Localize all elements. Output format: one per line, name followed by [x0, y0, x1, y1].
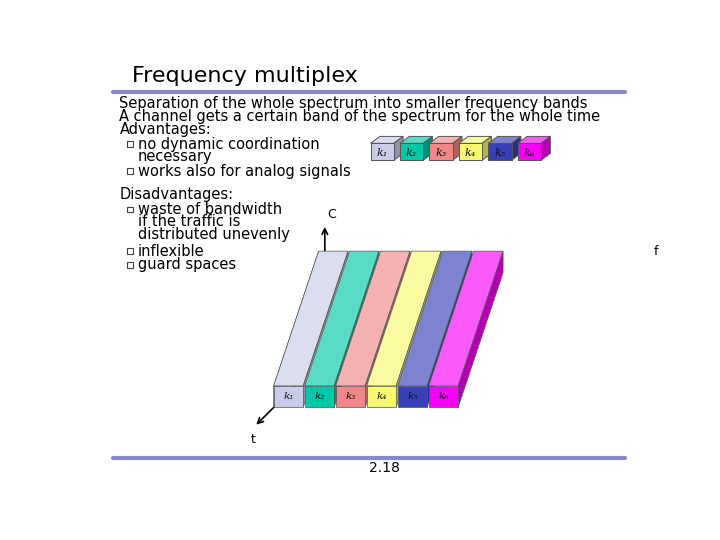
Polygon shape [397, 251, 472, 386]
Bar [127, 262, 132, 268]
Text: k₄: k₄ [377, 392, 387, 401]
Text: A channel gets a certain band of the spectrum for the whole time: A channel gets a certain band of the spe… [120, 109, 600, 124]
Text: k₆: k₆ [438, 392, 449, 401]
Text: k₂: k₂ [314, 392, 325, 401]
Polygon shape [488, 137, 521, 143]
Bar [127, 248, 132, 254]
Text: k₅: k₅ [408, 392, 418, 401]
Text: distributed unevenly: distributed unevenly [138, 227, 290, 242]
Polygon shape [366, 386, 396, 408]
Bar [127, 168, 132, 174]
Polygon shape [518, 137, 550, 143]
Polygon shape [397, 386, 427, 408]
Polygon shape [365, 251, 410, 408]
Text: t: t [251, 433, 255, 446]
Text: k₁: k₁ [377, 148, 388, 158]
Text: no dynamic coordination: no dynamic coordination [138, 137, 320, 152]
Polygon shape [459, 143, 482, 160]
Polygon shape [394, 137, 403, 160]
Polygon shape [427, 251, 472, 408]
Text: guard spaces: guard spaces [138, 258, 236, 273]
Polygon shape [428, 386, 458, 408]
Polygon shape [428, 251, 503, 386]
Bar [127, 141, 132, 147]
Text: f: f [654, 245, 658, 258]
Polygon shape [482, 137, 492, 160]
Polygon shape [274, 386, 303, 408]
Polygon shape [274, 251, 348, 386]
Text: inflexible: inflexible [138, 244, 204, 259]
Polygon shape [429, 143, 453, 160]
Text: Disadvantages:: Disadvantages: [120, 187, 233, 201]
Polygon shape [518, 143, 541, 160]
Text: Frequency multiplex: Frequency multiplex [132, 66, 358, 86]
Text: k₃: k₃ [345, 392, 356, 401]
Text: k₂: k₂ [406, 148, 418, 158]
Polygon shape [303, 251, 348, 408]
Text: k₃: k₃ [436, 148, 446, 158]
Polygon shape [274, 251, 319, 408]
Text: necessary: necessary [138, 149, 212, 164]
Polygon shape [423, 137, 433, 160]
Text: k₄: k₄ [465, 148, 476, 158]
Polygon shape [305, 386, 334, 408]
Polygon shape [305, 251, 379, 386]
Text: 2.18: 2.18 [369, 461, 400, 475]
Polygon shape [512, 137, 521, 160]
Polygon shape [366, 251, 441, 386]
Text: k₁: k₁ [283, 392, 294, 401]
Polygon shape [336, 251, 410, 386]
Text: works also for analog signals: works also for analog signals [138, 164, 351, 179]
Text: if the traffic is: if the traffic is [138, 214, 240, 230]
Polygon shape [429, 137, 462, 143]
Polygon shape [458, 251, 503, 408]
Polygon shape [400, 137, 433, 143]
Text: k₅: k₅ [495, 148, 505, 158]
Text: Advantages:: Advantages: [120, 122, 211, 137]
Polygon shape [371, 143, 394, 160]
Text: C: C [327, 208, 336, 221]
Polygon shape [459, 137, 492, 143]
Polygon shape [541, 137, 550, 160]
Polygon shape [336, 386, 365, 408]
Bar [127, 207, 132, 212]
Text: k₆: k₆ [523, 148, 535, 158]
Text: waste of bandwidth: waste of bandwidth [138, 202, 282, 217]
Polygon shape [488, 143, 512, 160]
Polygon shape [334, 251, 379, 408]
Polygon shape [400, 143, 423, 160]
Polygon shape [396, 251, 441, 408]
Text: Separation of the whole spectrum into smaller frequency bands: Separation of the whole spectrum into sm… [120, 96, 588, 111]
Polygon shape [453, 137, 462, 160]
Polygon shape [371, 137, 403, 143]
